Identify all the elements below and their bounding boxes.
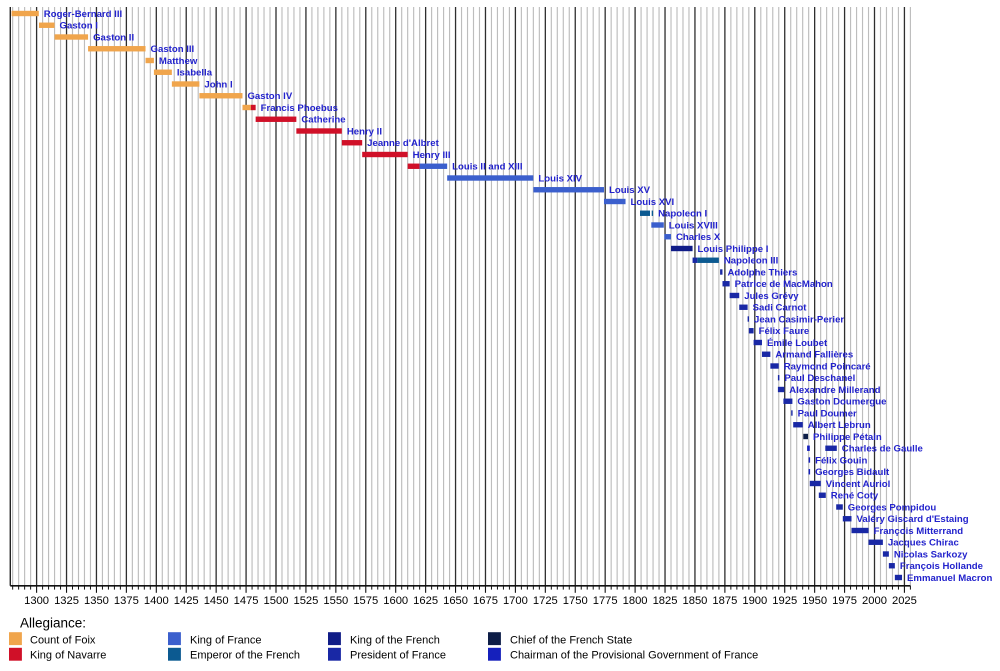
svg-text:1625: 1625: [413, 595, 438, 607]
svg-text:Count of Foix: Count of Foix: [30, 634, 96, 646]
svg-text:1675: 1675: [473, 595, 498, 607]
svg-text:1450: 1450: [204, 595, 229, 607]
svg-text:1850: 1850: [683, 595, 708, 607]
svg-text:Charles de Gaulle: Charles de Gaulle: [842, 444, 923, 455]
svg-text:Gaston Doumergue: Gaston Doumergue: [797, 397, 886, 408]
svg-text:Henry II: Henry II: [347, 126, 383, 137]
svg-text:Raymond Poincaré: Raymond Poincaré: [784, 361, 871, 372]
svg-text:Chairman of the Provisional Go: Chairman of the Provisional Government o…: [510, 650, 758, 662]
svg-text:Chief of the French State: Chief of the French State: [510, 634, 632, 646]
svg-text:Alexandre Millerand: Alexandre Millerand: [789, 385, 880, 396]
svg-text:Georges Pompidou: Georges Pompidou: [848, 502, 937, 513]
svg-text:Jules Grévy: Jules Grévy: [744, 291, 799, 302]
svg-text:Louis XIV: Louis XIV: [538, 173, 582, 184]
svg-text:1975: 1975: [832, 595, 857, 607]
svg-text:1875: 1875: [712, 595, 737, 607]
svg-text:Émile Loubet: Émile Loubet: [767, 337, 828, 349]
svg-text:1750: 1750: [563, 595, 588, 607]
svg-text:King of France: King of France: [190, 634, 262, 646]
svg-text:Francis Phoebus: Francis Phoebus: [261, 103, 338, 114]
svg-text:1575: 1575: [353, 595, 378, 607]
svg-text:Allegiance:: Allegiance:: [20, 616, 86, 631]
svg-text:1375: 1375: [114, 595, 139, 607]
svg-text:Napoleon III: Napoleon III: [724, 256, 779, 267]
svg-text:1550: 1550: [323, 595, 348, 607]
svg-text:1725: 1725: [533, 595, 558, 607]
svg-text:Emperor of the French: Emperor of the French: [190, 650, 300, 662]
svg-text:1300: 1300: [24, 595, 49, 607]
svg-text:Paul Deschanel: Paul Deschanel: [784, 373, 855, 384]
svg-text:François Mitterrand: François Mitterrand: [874, 526, 964, 537]
svg-text:François Hollande: François Hollande: [900, 561, 983, 572]
svg-text:Emmanuel Macron: Emmanuel Macron: [907, 573, 992, 584]
svg-text:1600: 1600: [383, 595, 408, 607]
svg-text:Adolphe Thiers: Adolphe Thiers: [727, 267, 797, 278]
svg-text:2025: 2025: [892, 595, 917, 607]
svg-text:1650: 1650: [443, 595, 468, 607]
svg-text:Gaston III: Gaston III: [151, 44, 195, 55]
svg-text:Roger-Bernard III: Roger-Bernard III: [44, 9, 123, 20]
svg-text:Louis Philippe I: Louis Philippe I: [698, 244, 769, 255]
svg-text:President of France: President of France: [350, 650, 446, 662]
svg-text:Napoleon I: Napoleon I: [658, 209, 707, 220]
svg-text:Louis XV: Louis XV: [609, 185, 651, 196]
svg-text:1425: 1425: [174, 595, 199, 607]
svg-text:1950: 1950: [802, 595, 827, 607]
svg-text:Matthew: Matthew: [159, 56, 198, 67]
svg-text:René Coty: René Coty: [831, 491, 879, 502]
svg-text:King of the French: King of the French: [350, 634, 440, 646]
svg-text:Jean Casimir-Perier: Jean Casimir-Perier: [754, 314, 844, 325]
svg-text:1475: 1475: [234, 595, 259, 607]
svg-text:1900: 1900: [742, 595, 767, 607]
svg-text:Louis XVI: Louis XVI: [631, 197, 675, 208]
svg-text:Sadi Carnot: Sadi Carnot: [753, 303, 808, 314]
svg-text:Félix Gouin: Félix Gouin: [815, 455, 867, 466]
svg-text:Paul Doumer: Paul Doumer: [798, 408, 857, 419]
svg-text:Jeanne d'Albret: Jeanne d'Albret: [367, 138, 439, 149]
svg-text:Catherine: Catherine: [301, 115, 345, 126]
svg-text:Armand Fallières: Armand Fallières: [775, 350, 853, 361]
svg-text:Gaston II: Gaston II: [93, 32, 134, 43]
svg-text:John I: John I: [204, 79, 233, 90]
svg-text:1800: 1800: [623, 595, 648, 607]
svg-text:1400: 1400: [144, 595, 169, 607]
svg-text:Georges Bidault: Georges Bidault: [815, 467, 890, 478]
svg-text:Isabella: Isabella: [177, 68, 213, 79]
svg-text:Gaston IV: Gaston IV: [247, 91, 292, 102]
svg-text:Félix Faure: Félix Faure: [759, 326, 810, 337]
svg-text:Philippe Pétain: Philippe Pétain: [813, 432, 882, 443]
svg-text:1700: 1700: [503, 595, 528, 607]
svg-text:Albert Lebrun: Albert Lebrun: [808, 420, 871, 431]
svg-text:1775: 1775: [593, 595, 618, 607]
svg-text:Louis XVIII: Louis XVIII: [669, 220, 718, 231]
svg-text:2000: 2000: [862, 595, 887, 607]
svg-text:Henry III: Henry III: [413, 150, 451, 161]
svg-text:1325: 1325: [54, 595, 79, 607]
svg-text:Vincent Auriol: Vincent Auriol: [826, 479, 891, 490]
svg-text:Louis II and XIII: Louis II and XIII: [452, 162, 523, 173]
svg-text:Valéry Giscard d'Estaing: Valéry Giscard d'Estaing: [857, 514, 969, 525]
svg-text:Jacques Chirac: Jacques Chirac: [888, 538, 960, 549]
svg-text:1350: 1350: [84, 595, 109, 607]
svg-text:1525: 1525: [293, 595, 318, 607]
svg-text:King of Navarre: King of Navarre: [30, 650, 106, 662]
svg-text:Nicolas Sarkozy: Nicolas Sarkozy: [894, 549, 968, 560]
svg-text:Patrice de MacMahon: Patrice de MacMahon: [735, 279, 833, 290]
svg-text:Gaston I: Gaston I: [60, 21, 99, 32]
svg-text:1500: 1500: [264, 595, 289, 607]
svg-text:Charles X: Charles X: [676, 232, 721, 243]
svg-text:1825: 1825: [653, 595, 678, 607]
svg-text:1925: 1925: [772, 595, 797, 607]
